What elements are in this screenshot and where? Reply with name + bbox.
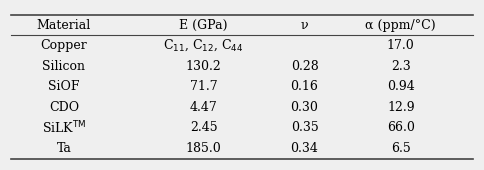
Text: Silicon: Silicon (43, 60, 86, 73)
Text: ν: ν (301, 19, 308, 32)
Text: 0.30: 0.30 (290, 101, 318, 114)
Text: 12.9: 12.9 (387, 101, 415, 114)
Text: SiLK$^{\mathrm{TM}}$: SiLK$^{\mathrm{TM}}$ (42, 120, 86, 136)
Text: CDO: CDO (49, 101, 79, 114)
Text: 71.7: 71.7 (190, 80, 217, 93)
Text: SiOF: SiOF (48, 80, 80, 93)
Text: 0.35: 0.35 (291, 121, 318, 134)
Text: 185.0: 185.0 (186, 142, 221, 155)
Text: 17.0: 17.0 (387, 39, 415, 52)
Text: 0.34: 0.34 (290, 142, 318, 155)
Text: 0.94: 0.94 (387, 80, 415, 93)
Text: C$_{11}$, C$_{12}$, C$_{44}$: C$_{11}$, C$_{12}$, C$_{44}$ (163, 38, 244, 53)
Text: 0.28: 0.28 (291, 60, 318, 73)
Text: 130.2: 130.2 (186, 60, 221, 73)
Text: Copper: Copper (41, 39, 87, 52)
Text: E (GPa): E (GPa) (179, 19, 228, 32)
Text: Ta: Ta (57, 142, 71, 155)
Text: Material: Material (37, 19, 91, 32)
Text: 6.5: 6.5 (391, 142, 411, 155)
Text: 0.16: 0.16 (290, 80, 318, 93)
Text: 4.47: 4.47 (190, 101, 217, 114)
Text: α (ppm/°C): α (ppm/°C) (365, 19, 436, 32)
Text: 2.3: 2.3 (391, 60, 411, 73)
Text: 66.0: 66.0 (387, 121, 415, 134)
Text: 2.45: 2.45 (190, 121, 217, 134)
